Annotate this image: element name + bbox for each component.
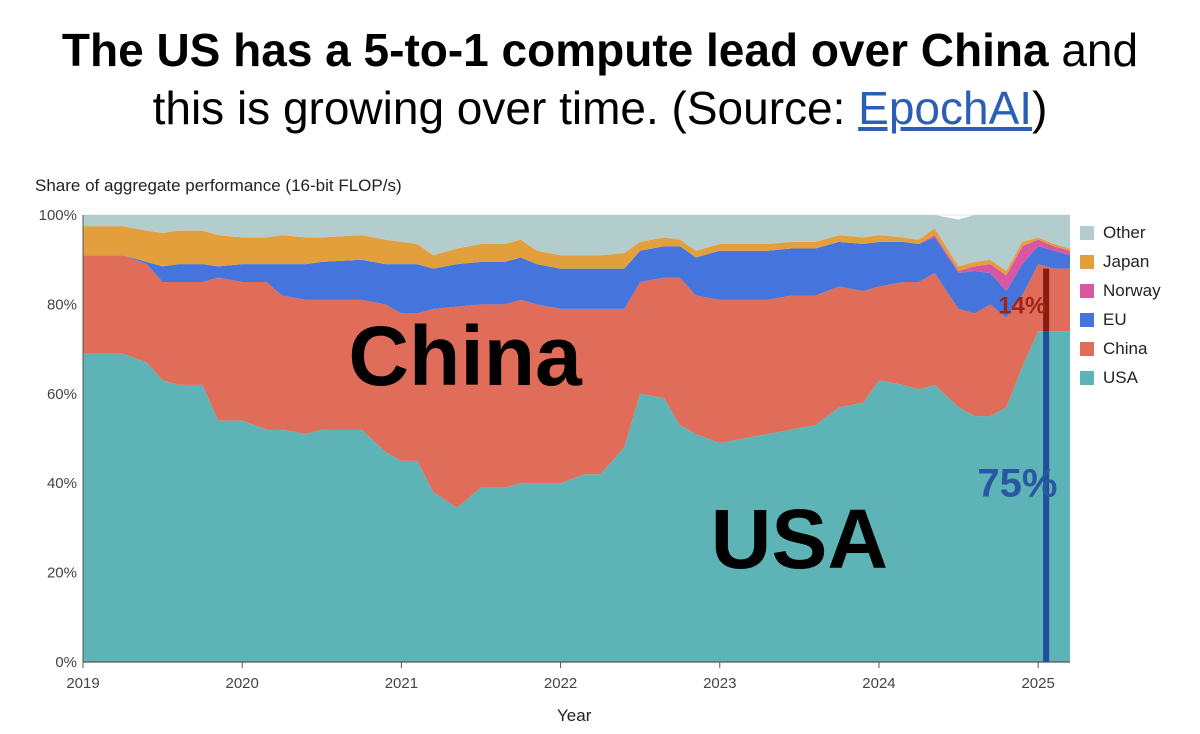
area-china: [83, 255, 1070, 508]
legend-swatch-eu: [1080, 312, 1094, 327]
area-eu: [83, 237, 1070, 318]
x-tick-label-6: 2025: [1021, 675, 1054, 692]
y-tick-label-3: 60%: [47, 386, 77, 403]
x-axis-title: Year: [557, 706, 592, 725]
annotation-usa: USA: [711, 492, 888, 586]
legend-item-usa[interactable]: USA: [1080, 363, 1161, 392]
legend-label-usa: USA: [1103, 367, 1138, 387]
headline-line-1: The US has a 5-to-1 compute lead over Ch…: [0, 22, 1200, 78]
area-usa: [83, 331, 1070, 662]
x-tick-label-5: 2024: [862, 675, 895, 692]
area-other: [83, 215, 1070, 271]
y-tick-label-0: 0%: [55, 654, 77, 671]
legend-swatch-japan: [1080, 254, 1094, 269]
x-tick-label-1: 2020: [226, 675, 259, 692]
legend-swatch-china: [1080, 341, 1094, 356]
legend-swatch-usa: [1080, 370, 1094, 385]
y-tick-label-4: 80%: [47, 296, 77, 313]
x-tick-label-2: 2021: [385, 675, 418, 692]
legend-label-eu: EU: [1103, 309, 1127, 329]
legend-item-norway[interactable]: Norway: [1080, 276, 1161, 305]
source-link[interactable]: EpochAI: [858, 82, 1033, 134]
x-tick-label-3: 2022: [544, 675, 577, 692]
y-tick-label-1: 20%: [47, 565, 77, 582]
x-tick-label-0: 2019: [66, 675, 99, 692]
legend-label-japan: Japan: [1103, 251, 1150, 271]
chart-title: Share of aggregate performance (16-bit F…: [35, 176, 402, 195]
annotation-75pct: 75%: [977, 462, 1057, 506]
annotation-china: China: [348, 309, 583, 403]
legend-item-japan[interactable]: Japan: [1080, 247, 1161, 276]
headline-bold: The US has a 5-to-1 compute lead over Ch…: [61, 24, 1049, 76]
legend-item-eu[interactable]: EU: [1080, 305, 1161, 334]
legend-swatch-other: [1080, 225, 1094, 240]
headline-line2-text: this is growing over time. (Source:: [152, 82, 859, 134]
legend-swatch-norway: [1080, 283, 1094, 298]
headline-line-2: this is growing over time. (Source: Epoc…: [0, 80, 1200, 136]
annotation-14pct: 14%: [998, 292, 1046, 319]
legend-label-norway: Norway: [1103, 280, 1161, 300]
y-tick-label-5: 100%: [39, 207, 77, 224]
legend-label-other: Other: [1103, 222, 1146, 242]
area-japan: [83, 226, 1070, 276]
x-tick-label-4: 2023: [703, 675, 736, 692]
legend-item-other[interactable]: Other: [1080, 218, 1161, 247]
legend-item-china[interactable]: China: [1080, 334, 1161, 363]
headline-close: ): [1032, 82, 1048, 134]
legend: Other Japan Norway EU China USA: [1080, 218, 1161, 392]
headline-rest: and: [1048, 24, 1139, 76]
legend-label-china: China: [1103, 338, 1148, 358]
y-tick-label-2: 40%: [47, 475, 77, 492]
